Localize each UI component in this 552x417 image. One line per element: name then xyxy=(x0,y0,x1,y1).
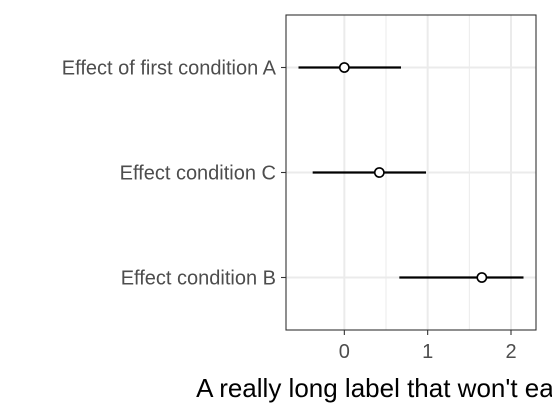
x-tick-label: 1 xyxy=(422,341,433,363)
y-tick-label: Effect of first condition A xyxy=(62,58,277,80)
data-marks xyxy=(298,62,524,283)
x-tick-label: 0 xyxy=(339,341,350,363)
x-tick-label: 2 xyxy=(505,341,516,363)
estimate-point xyxy=(338,62,350,73)
x-axis-title: A really long label that won't easily fi… xyxy=(196,373,552,403)
axis-ticks: Effect of first condition A Effect condit… xyxy=(62,58,517,364)
y-tick-label: Effect condition C xyxy=(120,163,276,185)
estimate-point xyxy=(373,167,385,178)
estimate-point xyxy=(476,272,488,283)
y-tick-label: Effect condition B xyxy=(121,268,276,290)
